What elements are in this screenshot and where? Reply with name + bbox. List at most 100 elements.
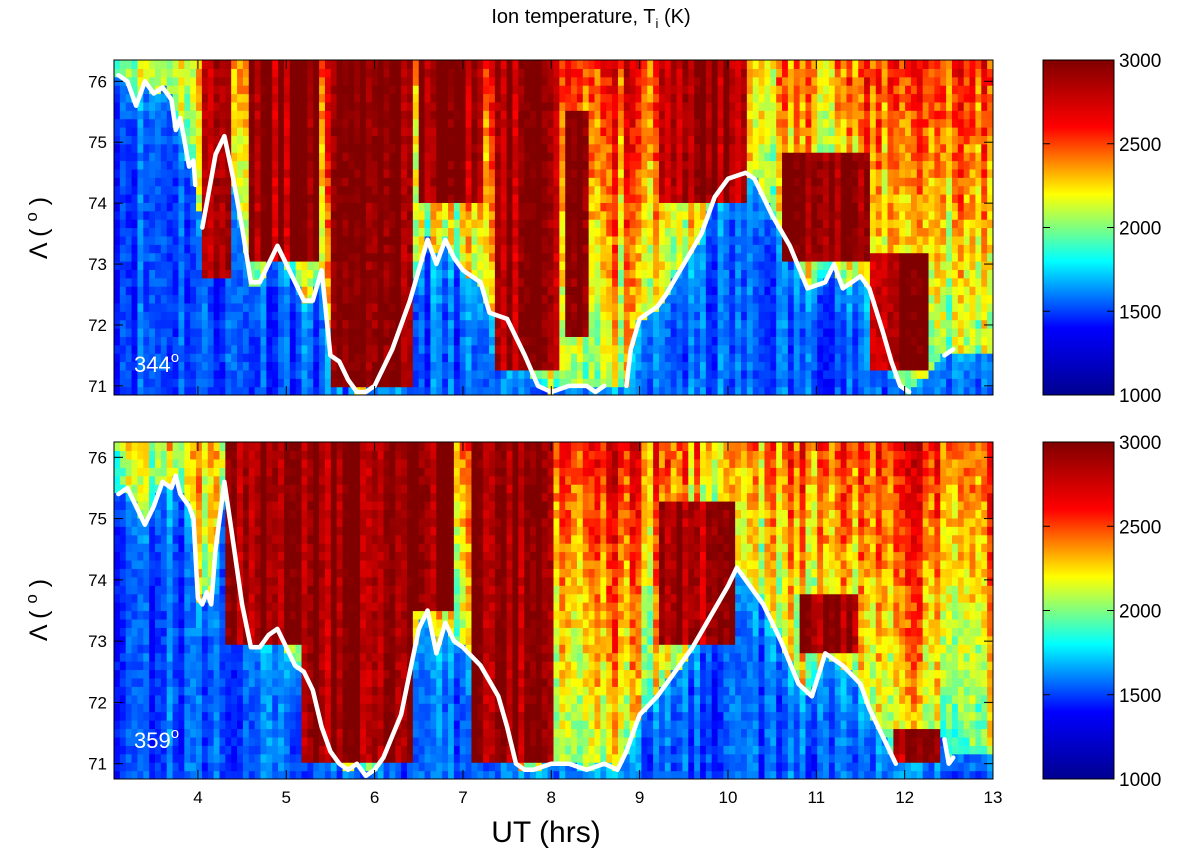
heatmap-cell xyxy=(658,244,666,254)
heatmap-cell xyxy=(530,353,537,363)
heatmap-cell xyxy=(664,177,672,187)
heatmap-cell xyxy=(635,269,642,279)
heatmap-cell xyxy=(119,118,127,128)
heatmap-cell xyxy=(483,319,490,329)
heatmap-cell xyxy=(735,319,742,329)
heatmap-cell xyxy=(342,135,349,145)
heatmap-cell xyxy=(799,202,807,212)
heatmap-cell xyxy=(688,328,695,337)
heatmap-cell xyxy=(360,60,367,69)
heatmap-cell xyxy=(782,344,789,354)
heatmap-cell xyxy=(178,344,185,354)
heatmap-cell xyxy=(324,127,332,136)
heatmap-cell xyxy=(125,93,133,103)
heatmap-cell xyxy=(155,386,162,395)
heatmap-cell xyxy=(735,344,742,354)
heatmap-cell xyxy=(612,386,619,395)
heatmap-cell xyxy=(418,353,426,363)
heatmap-cell xyxy=(278,319,285,329)
heatmap-cell xyxy=(442,344,449,354)
heatmap-cell xyxy=(407,219,414,229)
heatmap-cell xyxy=(418,118,426,128)
heatmap-cell xyxy=(342,328,349,337)
heatmap-cell xyxy=(823,60,830,69)
heatmap-cell xyxy=(705,85,713,95)
heatmap-cell xyxy=(682,210,689,220)
heatmap-cell xyxy=(260,369,267,379)
heatmap-cell xyxy=(395,261,402,270)
heatmap-cell xyxy=(313,152,320,162)
heatmap-cell xyxy=(442,311,449,321)
heatmap-cell xyxy=(776,118,783,128)
heatmap-cell xyxy=(635,386,642,395)
heatmap-cell xyxy=(530,319,537,329)
heatmap-cell xyxy=(196,210,203,220)
heatmap-cell xyxy=(190,110,197,120)
heatmap-cell xyxy=(688,277,695,287)
heatmap-cell xyxy=(828,101,836,111)
heatmap-cell xyxy=(342,127,349,136)
heatmap-cell xyxy=(653,261,660,270)
heatmap-cell xyxy=(190,68,197,78)
heatmap-cell xyxy=(324,361,332,371)
heatmap-cell xyxy=(295,219,303,229)
heatmap-cell xyxy=(266,344,273,354)
heatmap-cell xyxy=(166,311,174,321)
heatmap-cell xyxy=(401,194,408,203)
heatmap-cell xyxy=(178,60,185,69)
heatmap-cell xyxy=(119,168,127,178)
heatmap-cell xyxy=(137,244,144,254)
heatmap-cell xyxy=(196,269,203,279)
heatmap-cell xyxy=(752,110,760,120)
heatmap-cell xyxy=(207,369,215,379)
heatmap-cell xyxy=(278,76,285,86)
heatmap-cell xyxy=(213,118,221,128)
heatmap-cell xyxy=(477,194,484,203)
heatmap-cell xyxy=(823,93,830,103)
heatmap-cell xyxy=(319,185,326,195)
heatmap-cell xyxy=(588,210,596,220)
heatmap-cell xyxy=(196,286,203,296)
heatmap-cell xyxy=(840,252,848,262)
heatmap-cell xyxy=(307,210,314,220)
heatmap-cell xyxy=(758,353,766,363)
heatmap-cell xyxy=(412,219,420,229)
heatmap-cell xyxy=(530,85,537,95)
heatmap-cell xyxy=(571,286,578,296)
heatmap-cell xyxy=(612,277,619,287)
heatmap-cell xyxy=(242,319,250,329)
heatmap-cell xyxy=(694,386,701,395)
heatmap-cell xyxy=(553,110,560,120)
heatmap-cell xyxy=(834,152,842,162)
heatmap-cell xyxy=(576,235,584,245)
heatmap-cell xyxy=(242,177,250,187)
heatmap-cell xyxy=(219,85,226,95)
heatmap-cell xyxy=(307,194,314,203)
heatmap-cell xyxy=(201,60,209,69)
heatmap-cell xyxy=(752,252,760,262)
heatmap-cell xyxy=(776,68,783,78)
heatmap-cell xyxy=(371,302,379,312)
heatmap-cell xyxy=(336,244,344,254)
heatmap-cell xyxy=(477,235,484,245)
heatmap-cell xyxy=(741,210,748,220)
heatmap-cell xyxy=(477,118,484,128)
heatmap-cell xyxy=(365,369,373,379)
heatmap-cell xyxy=(518,68,525,78)
heatmap-cell xyxy=(401,68,408,78)
heatmap-cell xyxy=(178,101,185,111)
heatmap-cell xyxy=(459,378,467,388)
heatmap-cell xyxy=(471,369,478,379)
heatmap-cell xyxy=(735,269,742,279)
heatmap-cell xyxy=(424,269,432,279)
heatmap-cell xyxy=(330,160,338,170)
heatmap-cell xyxy=(465,252,473,262)
heatmap-cell xyxy=(260,361,267,371)
heatmap-cell xyxy=(600,210,607,220)
heatmap-cell xyxy=(283,152,291,162)
heatmap-cell xyxy=(553,76,560,86)
heatmap-cell xyxy=(629,202,637,212)
heatmap-cell xyxy=(395,269,402,279)
heatmap-cell xyxy=(324,286,332,296)
heatmap-cell xyxy=(612,336,619,346)
